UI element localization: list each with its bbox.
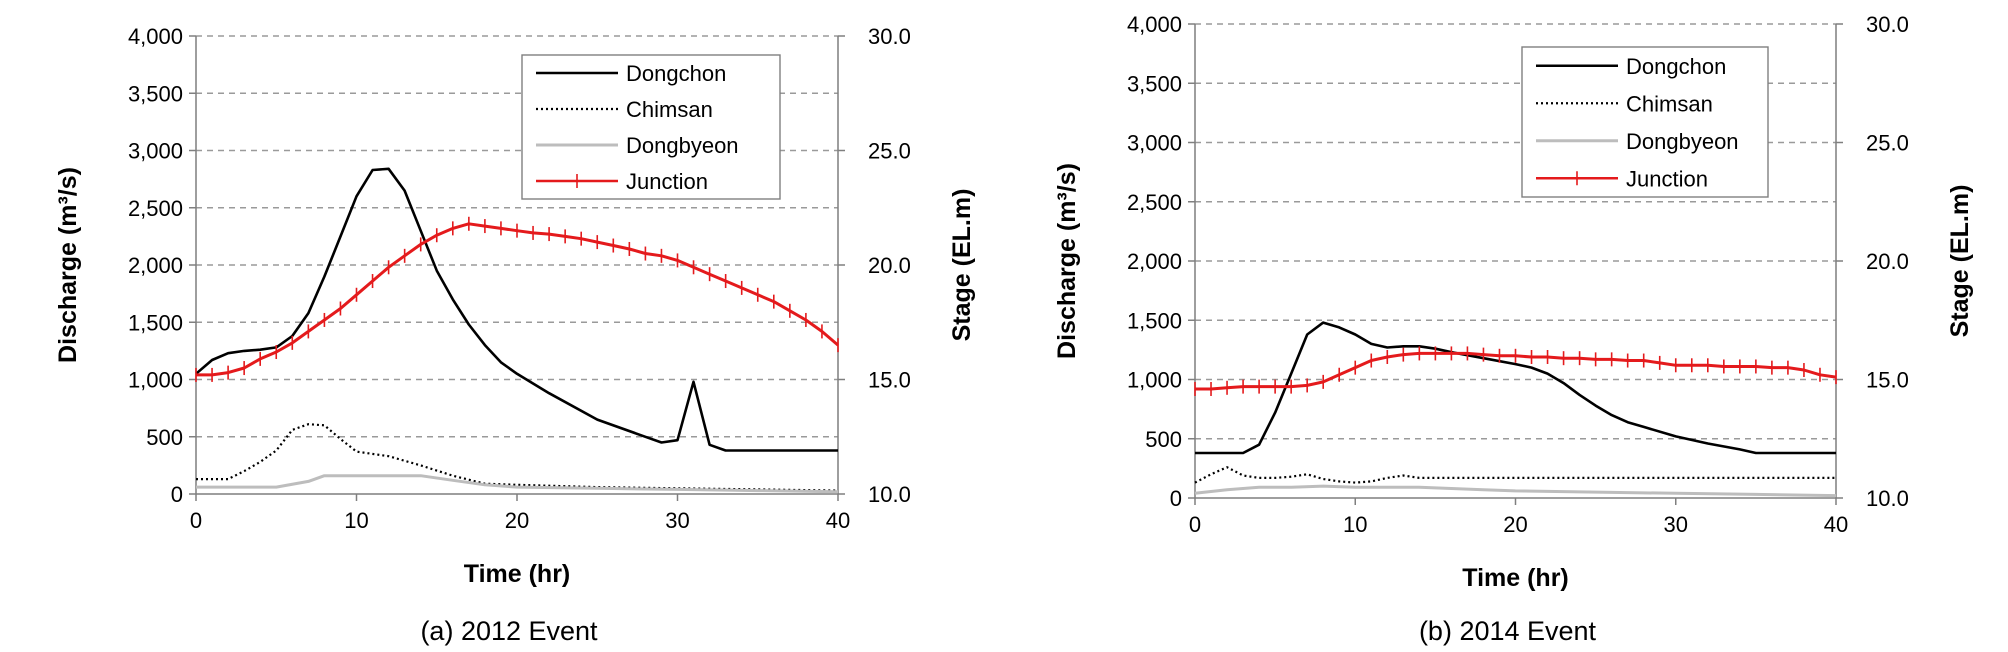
y-tick-label: 500 — [146, 425, 183, 450]
x-tick-label: 40 — [1824, 512, 1848, 537]
series-line-chimsan — [1194, 466, 1836, 484]
legend-box — [521, 54, 781, 200]
legend-box — [1521, 46, 1769, 198]
x-tick-label: 30 — [1664, 512, 1688, 537]
y2-tick-label: 25.0 — [868, 139, 911, 164]
legend-label-dongbyeon: Dongbyeon — [1626, 129, 1739, 154]
x-tick-label: 30 — [665, 508, 689, 533]
y2-axis-title: Stage (EL.m) — [948, 189, 976, 342]
y2-tick-label: 25.0 — [1866, 131, 1909, 156]
y-tick-label: 4,000 — [128, 24, 183, 49]
x-tick-label: 10 — [1343, 512, 1367, 537]
legend-label-dongbyeon: Dongbyeon — [626, 133, 739, 158]
y2-tick-label: 30.0 — [868, 24, 911, 49]
legend-label-junction: Junction — [1626, 166, 1708, 191]
x-tick-label: 40 — [826, 508, 850, 533]
y-tick-label: 1,500 — [1127, 308, 1182, 333]
y2-tick-label: 20.0 — [868, 253, 911, 278]
x-tick-label: 20 — [1503, 512, 1527, 537]
y-tick-label: 0 — [1170, 486, 1182, 511]
legend-label-dongchon: Dongchon — [626, 61, 726, 86]
chart-caption: (a) 2012 Event — [420, 616, 598, 646]
y2-tick-label: 30.0 — [1866, 12, 1909, 37]
y-tick-label: 1,000 — [128, 368, 183, 393]
x-tick-label: 10 — [344, 508, 368, 533]
y-tick-label: 500 — [1145, 427, 1182, 452]
y-tick-label: 1,500 — [128, 310, 183, 335]
y-tick-label: 2,000 — [1127, 249, 1182, 274]
y2-tick-label: 10.0 — [868, 482, 911, 507]
y-tick-label: 3,000 — [128, 139, 183, 164]
x-tick-label: 0 — [190, 508, 202, 533]
y-tick-label: 4,000 — [1127, 12, 1182, 37]
y-axis-title: Discharge (m³/s) — [54, 167, 82, 363]
y-tick-label: 3,000 — [1127, 131, 1182, 156]
y-tick-label: 0 — [171, 482, 183, 507]
y2-tick-label: 20.0 — [1866, 249, 1909, 274]
legend-label-junction: Junction — [626, 169, 708, 194]
y-tick-label: 2,000 — [128, 253, 183, 278]
y-tick-label: 3,500 — [1127, 71, 1182, 96]
chart-2014-event: 0 500 1,000 1,500 2,000 2,500 3,000 3,500 4,000 1… — [1053, 12, 1974, 646]
chart-caption: (b) 2014 Event — [1419, 616, 1597, 646]
y-tick-label: 2,500 — [1127, 190, 1182, 215]
series-line-chimsan — [196, 423, 839, 492]
legend-label-dongchon: Dongchon — [1626, 54, 1726, 79]
x-tick-label: 20 — [505, 508, 529, 533]
y-tick-label: 1,000 — [1127, 368, 1182, 393]
series-line-dongbyeon — [1194, 484, 1837, 498]
y-tick-label: 2,500 — [128, 196, 183, 221]
legend-label-chimsan: Chimsan — [1626, 91, 1713, 116]
y2-axis-title: Stage (EL.m) — [1946, 185, 1974, 338]
legend-label-chimsan: Chimsan — [626, 97, 713, 122]
y-axis-title: Discharge (m³/s) — [1053, 163, 1081, 359]
y2-tick-label: 10.0 — [1866, 486, 1909, 511]
y-tick-label: 3,500 — [128, 81, 183, 106]
chart-2012-event: 0 500 1,000 1,500 2,000 2,500 3,000 3,500 4,000 1… — [54, 24, 976, 646]
series-line-dongchon — [195, 167, 838, 452]
series-line-dongbyeon — [196, 474, 839, 494]
x-axis-title: Time (hr) — [1462, 564, 1569, 592]
x-axis-title: Time (hr) — [464, 560, 571, 588]
series-line-junction — [196, 222, 839, 377]
y2-tick-label: 15.0 — [868, 368, 911, 393]
x-tick-label: 0 — [1189, 512, 1201, 537]
y2-tick-label: 15.0 — [1866, 368, 1909, 393]
